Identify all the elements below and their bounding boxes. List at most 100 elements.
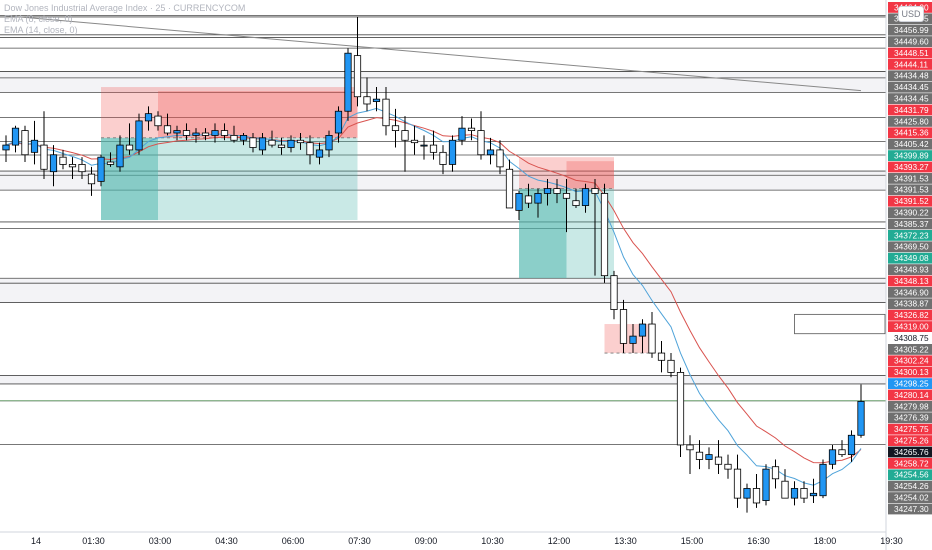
candle-body [125, 144, 134, 151]
price-label-bg [888, 412, 932, 424]
price-label-text: 34302.24 [894, 356, 929, 366]
candle [581, 183, 590, 213]
candle-body [277, 144, 286, 148]
candle-body [40, 144, 48, 170]
candle [743, 483, 751, 513]
price-label-bg [888, 458, 932, 469]
legend-ema-fast[interactable]: EMA (8, close, 0) [4, 14, 73, 24]
price-label-bg [888, 70, 932, 82]
candle-body [21, 130, 29, 156]
candle-body [287, 139, 295, 148]
x-tick-label: 15:00 [681, 536, 704, 546]
candle-body [610, 275, 618, 310]
price-label: 34456.99 [888, 24, 932, 36]
stop-loss-zone [101, 87, 358, 138]
price-label-text: 34300.13 [894, 367, 929, 377]
price-label-bg [888, 127, 932, 139]
candle [534, 188, 542, 218]
take-profit-zone [519, 188, 567, 279]
price-label-bg [888, 389, 932, 401]
legend-symbol[interactable]: Dow Jones Industrial Average Index · 25 … [4, 3, 246, 13]
candle [125, 123, 134, 155]
price-label: 34338.87 [888, 298, 932, 310]
price-label-bg [888, 184, 932, 196]
x-tick-label: 13:30 [614, 536, 637, 546]
candle [182, 123, 191, 141]
level-band [0, 171, 886, 191]
candle-body [676, 371, 685, 446]
candle-body [790, 488, 799, 499]
candle [828, 444, 837, 470]
price-label: 34254.26 [888, 480, 932, 492]
candle-body [410, 139, 419, 144]
x-tick-label: 03:00 [149, 536, 172, 546]
candle-body [800, 488, 808, 499]
price-label: 34431.79 [888, 104, 932, 116]
candle [116, 135, 124, 172]
candle [448, 135, 457, 172]
candle-body [2, 144, 10, 151]
price-label: 34319.00 [888, 321, 932, 332]
price-label: 34326.82 [888, 309, 932, 321]
price-label: 34449.60 [888, 36, 932, 47]
candle [724, 454, 732, 479]
candle-body [847, 434, 856, 456]
candle [819, 459, 827, 499]
price-label-bg [888, 366, 932, 378]
price-label: 34275.75 [888, 423, 932, 435]
candle [201, 128, 210, 141]
price-label-text: 34431.79 [894, 105, 929, 115]
price-label-bg [888, 332, 932, 344]
price-label-bg [888, 423, 932, 435]
price-label-bg [888, 195, 932, 207]
chart-legend: Dow Jones Industrial Average Index · 25 … [4, 3, 245, 36]
candle [372, 87, 381, 112]
candle-body [809, 492, 818, 497]
candle-body [154, 115, 162, 127]
candle [11, 125, 20, 153]
candle-body [743, 488, 751, 499]
price-label: 34302.24 [888, 355, 932, 367]
x-tick-label: 10:30 [481, 536, 504, 546]
candle [87, 166, 96, 196]
candle-body [439, 151, 447, 165]
candle-body [762, 468, 770, 501]
candle [173, 125, 181, 141]
price-label-bg [888, 24, 932, 36]
candle-body [667, 359, 675, 373]
candle-body [106, 161, 115, 165]
price-label-bg [888, 138, 932, 150]
price-label-text: 34456.99 [894, 25, 929, 35]
price-label: 34300.13 [888, 366, 932, 378]
candle [230, 125, 238, 143]
candle-body [363, 96, 371, 105]
candle-body [296, 139, 305, 144]
price-label-text: 34346.90 [894, 287, 929, 297]
level-band [0, 375, 886, 384]
candle [676, 367, 685, 458]
candle-body [600, 193, 609, 277]
price-label-text: 34258.72 [894, 458, 929, 468]
candle-body [648, 323, 656, 354]
price-label: 34405.42 [888, 138, 932, 150]
candle [619, 299, 628, 354]
price-label: 34448.51 [888, 47, 932, 59]
candle-body [429, 144, 438, 153]
candle [30, 120, 39, 165]
price-label-text: 34254.56 [894, 470, 929, 480]
candle [249, 133, 257, 153]
candle [762, 464, 770, 506]
candle [657, 340, 666, 373]
price-label-bg [888, 492, 932, 503]
price-label-text: 34279.98 [894, 401, 929, 411]
candle-body [401, 130, 409, 141]
price-label-text: 34372.23 [894, 230, 929, 240]
candle [429, 130, 438, 160]
candle [220, 123, 229, 141]
price-label-text: 34308.75 [894, 333, 929, 343]
price-label-bg [888, 480, 932, 492]
price-label-text: 34434.45 [894, 94, 929, 104]
legend-ema-slow[interactable]: EMA (14, close, 0) [4, 25, 78, 35]
currency-badge[interactable]: USD [898, 6, 924, 22]
